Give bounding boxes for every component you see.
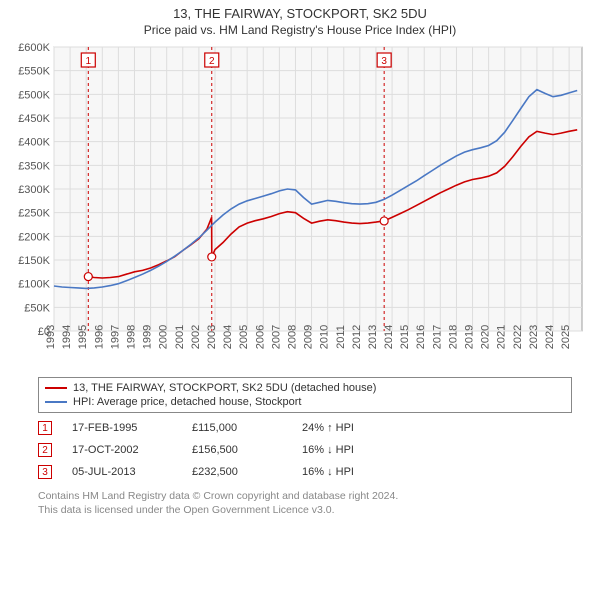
svg-text:2009: 2009 (303, 325, 315, 349)
svg-text:2007: 2007 (270, 325, 282, 349)
svg-text:2008: 2008 (286, 325, 298, 349)
svg-text:2015: 2015 (399, 325, 411, 349)
svg-text:2022: 2022 (512, 325, 524, 349)
svg-text:2000: 2000 (158, 325, 170, 349)
transaction-row: 1 17-FEB-1995 £115,000 24% ↑ HPI (38, 417, 572, 439)
transaction-delta: 24% ↑ HPI (302, 422, 354, 434)
svg-text:£500K: £500K (18, 89, 50, 101)
svg-text:£50K: £50K (24, 302, 50, 314)
svg-text:2016: 2016 (415, 325, 427, 349)
transaction-price: £232,500 (192, 466, 282, 478)
footer-attribution: Contains HM Land Registry data © Crown c… (38, 489, 572, 517)
svg-text:1996: 1996 (93, 325, 105, 349)
svg-text:2025: 2025 (560, 325, 572, 349)
svg-text:2014: 2014 (383, 325, 395, 349)
legend-label: HPI: Average price, detached house, Stoc… (73, 396, 302, 408)
transaction-date: 17-OCT-2002 (72, 444, 172, 456)
svg-text:1: 1 (86, 56, 92, 67)
transaction-delta: 16% ↓ HPI (302, 466, 354, 478)
transaction-delta: 16% ↓ HPI (302, 444, 354, 456)
svg-text:2001: 2001 (174, 325, 186, 349)
svg-text:2005: 2005 (238, 325, 250, 349)
svg-text:2024: 2024 (544, 325, 556, 349)
svg-text:£600K: £600K (18, 42, 50, 54)
transaction-row: 3 05-JUL-2013 £232,500 16% ↓ HPI (38, 461, 572, 483)
svg-text:3: 3 (381, 56, 387, 67)
svg-text:2020: 2020 (480, 325, 492, 349)
chart-subtitle: Price paid vs. HM Land Registry's House … (0, 21, 600, 41)
svg-text:2010: 2010 (319, 325, 331, 349)
svg-text:2003: 2003 (206, 325, 218, 349)
legend-swatch (45, 401, 67, 403)
svg-text:£550K: £550K (18, 66, 50, 78)
svg-text:1993: 1993 (45, 325, 57, 349)
svg-text:2018: 2018 (447, 325, 459, 349)
chart-area: £0£50K£100K£150K£200K£250K£300K£350K£400… (8, 41, 592, 371)
svg-text:£250K: £250K (18, 208, 50, 220)
svg-text:1998: 1998 (125, 325, 137, 349)
transaction-row: 2 17-OCT-2002 £156,500 16% ↓ HPI (38, 439, 572, 461)
line-chart-svg: £0£50K£100K£150K£200K£250K£300K£350K£400… (8, 41, 592, 371)
legend-item: HPI: Average price, detached house, Stoc… (45, 395, 565, 409)
transaction-date: 17-FEB-1995 (72, 422, 172, 434)
transaction-price: £115,000 (192, 422, 282, 434)
svg-text:1994: 1994 (61, 325, 73, 349)
svg-text:2004: 2004 (222, 325, 234, 349)
svg-text:1995: 1995 (77, 325, 89, 349)
svg-text:£100K: £100K (18, 279, 50, 291)
svg-text:2019: 2019 (464, 325, 476, 349)
legend-label: 13, THE FAIRWAY, STOCKPORT, SK2 5DU (det… (73, 382, 376, 394)
footer-line-2: This data is licensed under the Open Gov… (38, 503, 572, 517)
svg-text:2: 2 (209, 56, 215, 67)
svg-text:£150K: £150K (18, 255, 50, 267)
svg-text:2013: 2013 (367, 325, 379, 349)
legend: 13, THE FAIRWAY, STOCKPORT, SK2 5DU (det… (38, 377, 572, 413)
legend-item: 13, THE FAIRWAY, STOCKPORT, SK2 5DU (det… (45, 381, 565, 395)
svg-text:2021: 2021 (496, 325, 508, 349)
chart-title: 13, THE FAIRWAY, STOCKPORT, SK2 5DU (0, 0, 600, 21)
svg-text:£300K: £300K (18, 184, 50, 196)
svg-text:2002: 2002 (190, 325, 202, 349)
svg-text:2011: 2011 (335, 325, 347, 349)
transaction-price: £156,500 (192, 444, 282, 456)
svg-text:1997: 1997 (109, 325, 121, 349)
footer-line-1: Contains HM Land Registry data © Crown c… (38, 489, 572, 503)
transaction-date: 05-JUL-2013 (72, 466, 172, 478)
svg-text:1999: 1999 (142, 325, 154, 349)
svg-text:2023: 2023 (528, 325, 540, 349)
svg-text:£400K: £400K (18, 137, 50, 149)
svg-text:£200K: £200K (18, 231, 50, 243)
svg-text:2017: 2017 (431, 325, 443, 349)
transactions-table: 1 17-FEB-1995 £115,000 24% ↑ HPI 2 17-OCT-200… (38, 417, 572, 483)
transaction-marker: 3 (38, 465, 52, 479)
svg-text:2012: 2012 (351, 325, 363, 349)
svg-text:2006: 2006 (254, 325, 266, 349)
svg-text:£450K: £450K (18, 113, 50, 125)
svg-text:£350K: £350K (18, 160, 50, 172)
transaction-marker: 2 (38, 443, 52, 457)
legend-swatch (45, 387, 67, 389)
transaction-marker: 1 (38, 421, 52, 435)
